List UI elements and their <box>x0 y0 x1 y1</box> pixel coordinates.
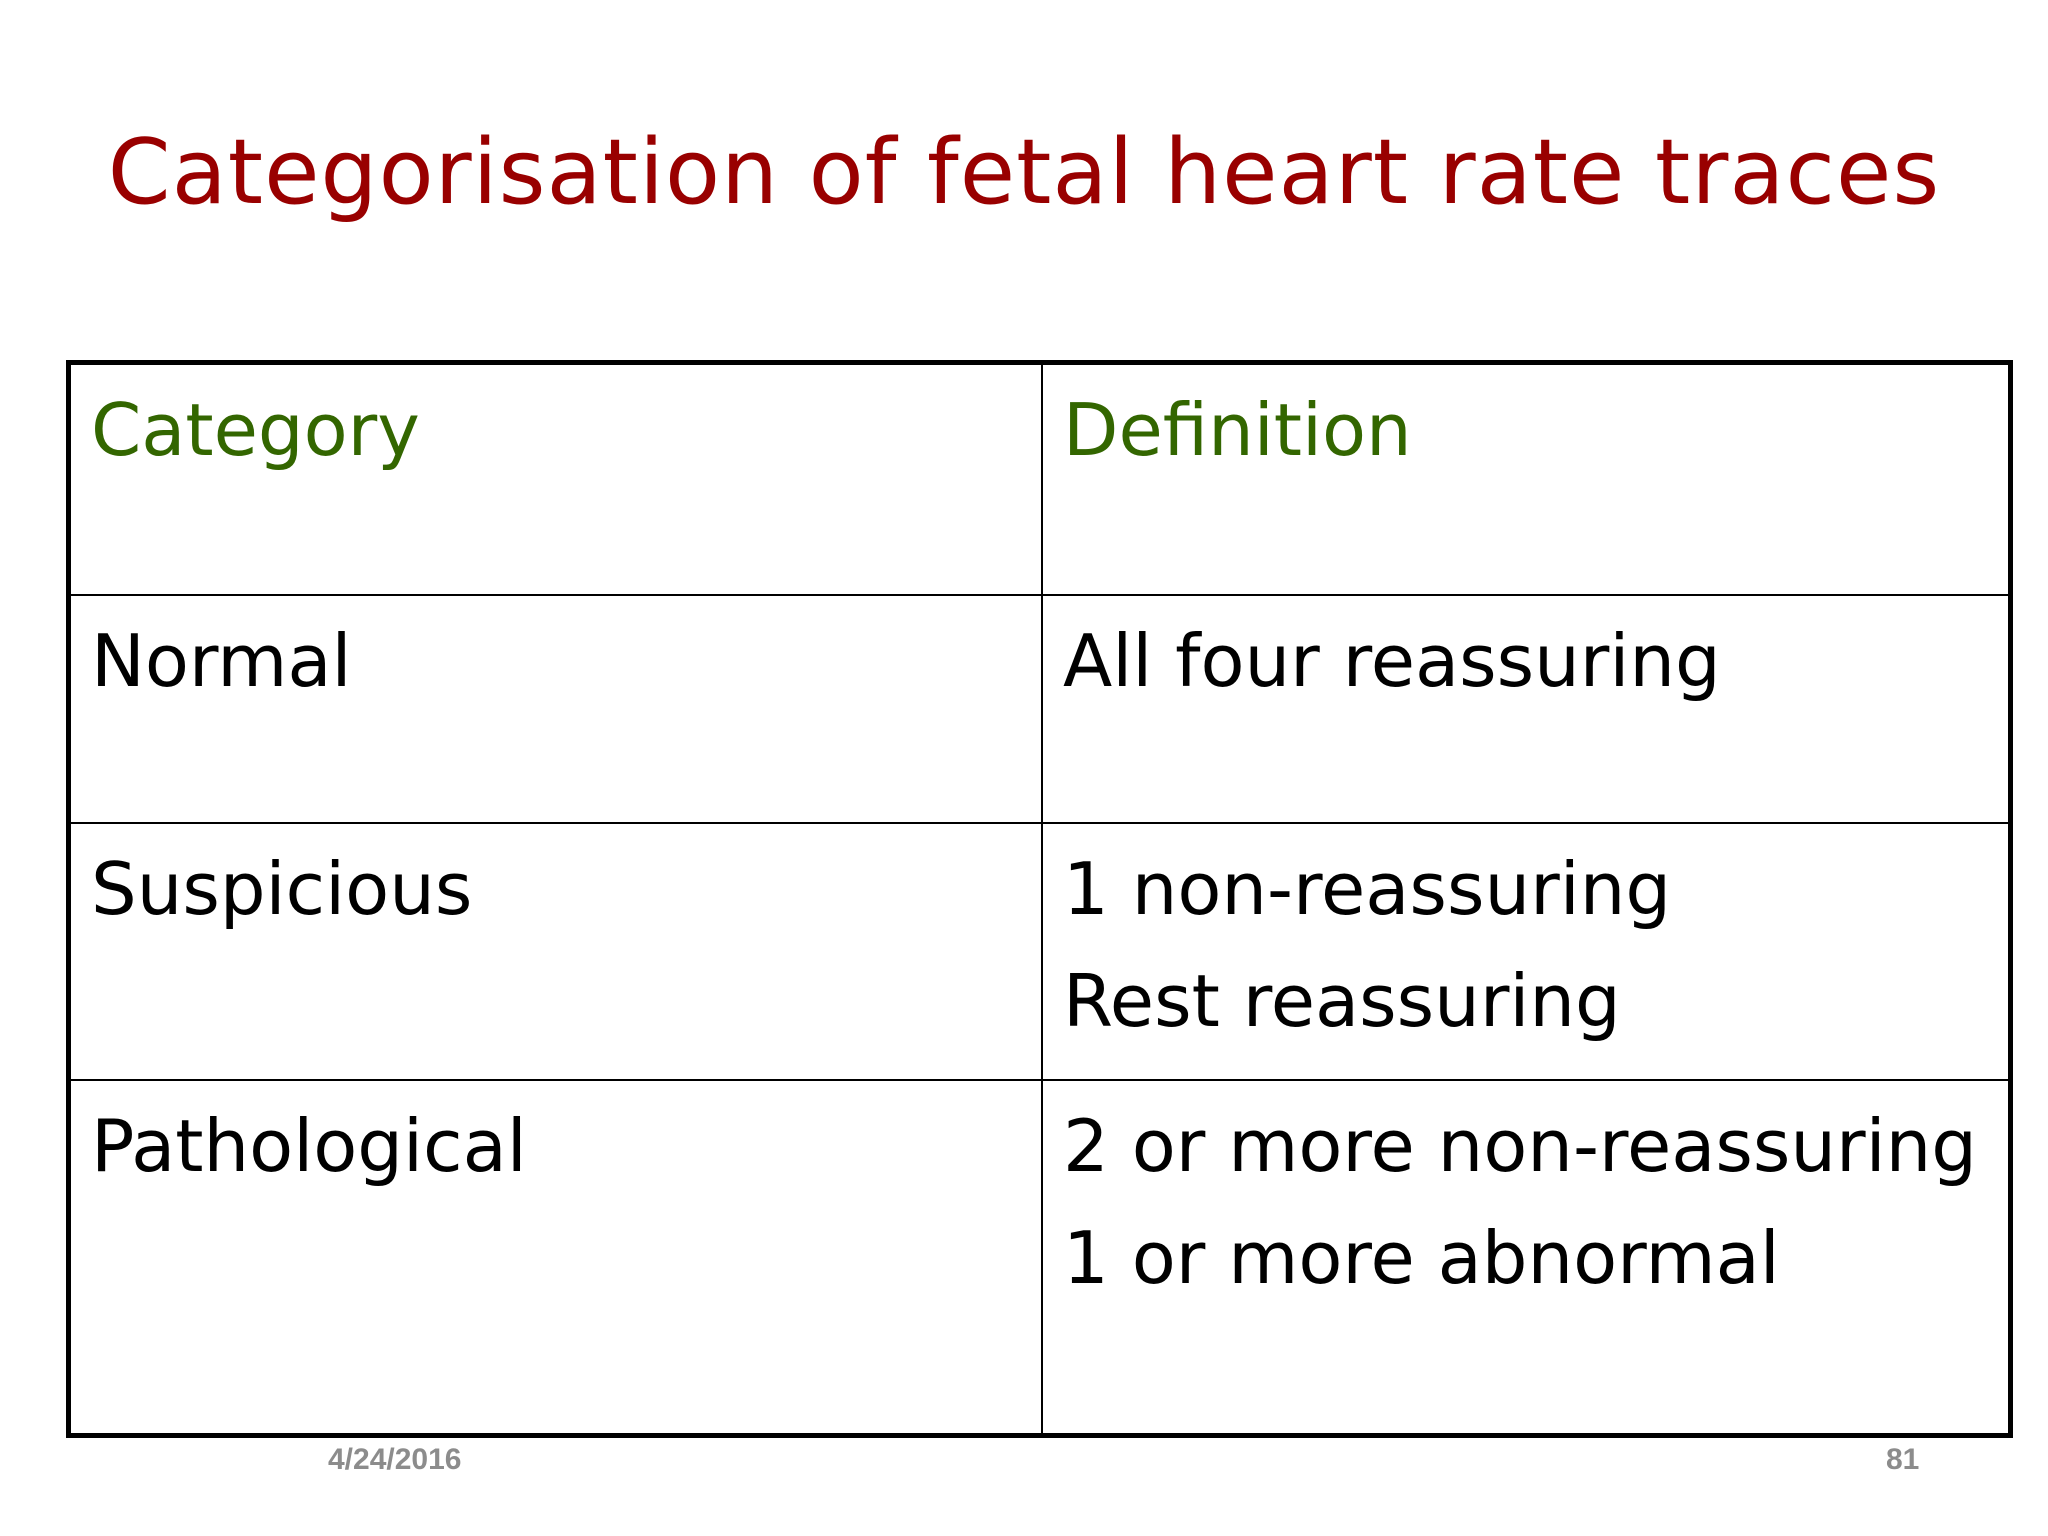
table-header-row: Category Definition <box>71 365 2008 596</box>
category-cell: Suspicious <box>71 822 1043 1081</box>
definition-line: 1 non-reassuring <box>1063 847 1672 931</box>
definition-cell: All four reassuring <box>1041 594 2008 824</box>
definition-line: 2 or more non-reassuring <box>1063 1104 1977 1188</box>
table-row: Pathological 2 or more non-reassuring 1 … <box>71 1079 2008 1433</box>
table-row: Normal All four reassuring <box>71 594 2008 824</box>
definition-line: Rest reassuring <box>1063 959 1621 1043</box>
definition-cell: 2 or more non-reassuring 1 or more abnor… <box>1041 1079 2008 1433</box>
header-definition: Definition <box>1041 365 2008 596</box>
slide-title: Categorisation of fetal heart rate trace… <box>107 120 1941 225</box>
categorisation-table: Category Definition Normal All four reas… <box>66 360 2013 1438</box>
definition-cell: 1 non-reassuring Rest reassuring <box>1041 822 2008 1081</box>
definition-line: 1 or more abnormal <box>1063 1216 1780 1300</box>
definition-line: All four reassuring <box>1063 619 1721 703</box>
category-cell: Pathological <box>71 1079 1043 1433</box>
page-number: 81 <box>1886 1443 1920 1476</box>
table-row: Suspicious 1 non-reassuring Rest reassur… <box>71 822 2008 1081</box>
category-cell: Normal <box>71 594 1043 824</box>
header-category: Category <box>71 365 1043 596</box>
footer-date: 4/24/2016 <box>328 1443 462 1476</box>
